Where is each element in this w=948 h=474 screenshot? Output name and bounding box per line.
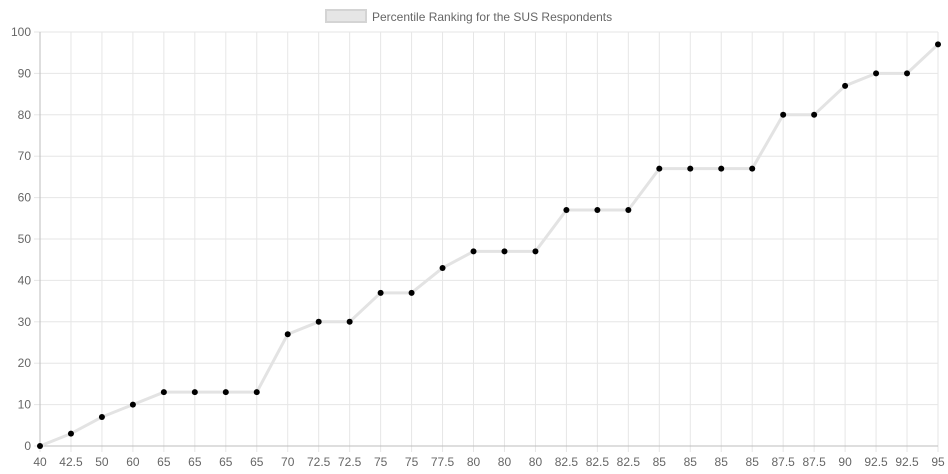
data-point[interactable] [191,389,198,396]
y-tick-label: 40 [18,273,32,287]
x-tick-label: 80 [498,455,512,469]
data-point[interactable] [780,111,787,118]
y-tick-label: 100 [11,25,31,39]
data-point[interactable] [284,331,291,338]
y-tick-label: 90 [18,66,32,80]
x-tick-label: 87.5 [771,455,795,469]
data-point[interactable] [160,389,167,396]
data-point[interactable] [935,41,941,48]
data-point[interactable] [222,389,229,396]
x-axis-ticks: 40 42.5 50 60 65 65 65 65 70 72.5 72.5 75 75 77.5 80 80… [33,455,945,469]
data-point[interactable] [439,264,446,271]
y-tick-label: 80 [18,108,32,122]
gridlines [34,31,939,452]
x-tick-label: 85 [684,455,698,469]
data-point[interactable] [594,207,601,214]
x-tick-label: 65 [219,455,233,469]
x-tick-label: 65 [250,455,264,469]
data-point[interactable] [873,70,880,77]
data-point[interactable] [811,111,818,118]
y-tick-label: 60 [18,191,32,205]
data-point[interactable] [253,389,260,396]
data-point[interactable] [129,401,136,408]
x-tick-label: 72.5 [338,455,362,469]
y-tick-label: 0 [24,439,31,453]
y-tick-label: 50 [18,232,32,246]
x-tick-label: 77.5 [431,455,455,469]
x-tick-label: 60 [126,455,140,469]
x-tick-label: 87.5 [802,455,826,469]
x-tick-label: 85 [746,455,760,469]
x-tick-label: 92.5 [864,455,888,469]
x-tick-label: 82.5 [555,455,579,469]
data-point[interactable] [563,207,570,214]
x-tick-label: 82.5 [617,455,641,469]
x-tick-label: 90 [838,455,852,469]
data-point[interactable] [501,248,508,255]
x-tick-label: 75 [405,455,419,469]
x-tick-label: 42.5 [59,455,83,469]
data-point[interactable] [408,289,415,296]
x-tick-label: 95 [931,455,945,469]
x-tick-label: 92.5 [895,455,919,469]
data-point[interactable] [377,289,384,296]
data-point[interactable] [346,318,353,325]
x-tick-label: 80 [467,455,481,469]
data-point[interactable] [98,414,105,421]
y-tick-label: 10 [18,398,32,412]
x-tick-label: 75 [374,455,388,469]
x-tick-label: 85 [715,455,729,469]
y-tick-label: 20 [18,356,32,370]
data-point[interactable] [67,430,74,437]
data-point[interactable] [625,207,632,214]
x-tick-label: 70 [281,455,295,469]
x-tick-label: 82.5 [586,455,610,469]
y-tick-label: 70 [18,149,32,163]
x-tick-label: 50 [95,455,109,469]
y-tick-label: 30 [18,315,32,329]
x-tick-label: 85 [653,455,667,469]
data-point[interactable] [656,165,663,172]
data-point[interactable] [315,318,322,325]
legend-swatch [325,9,367,23]
y-axis-ticks: 0 10 20 30 40 50 60 70 80 90 100 [11,25,31,453]
data-point[interactable] [532,248,539,255]
data-point[interactable] [37,443,43,449]
data-point[interactable] [687,165,694,172]
data-points [37,41,941,449]
data-point[interactable] [842,82,849,89]
legend-label: Percentile Ranking for the SUS Responden… [372,10,612,24]
x-tick-label: 65 [157,455,171,469]
data-point[interactable] [749,165,756,172]
series-line [39,43,940,448]
data-point[interactable] [718,165,725,172]
data-point[interactable] [470,248,477,255]
x-tick-label: 40 [33,455,47,469]
legend[interactable]: Percentile Ranking for the SUS Responden… [325,9,612,24]
x-tick-label: 72.5 [307,455,331,469]
x-tick-label: 80 [529,455,543,469]
data-point[interactable] [904,70,911,77]
x-tick-label: 65 [188,455,202,469]
